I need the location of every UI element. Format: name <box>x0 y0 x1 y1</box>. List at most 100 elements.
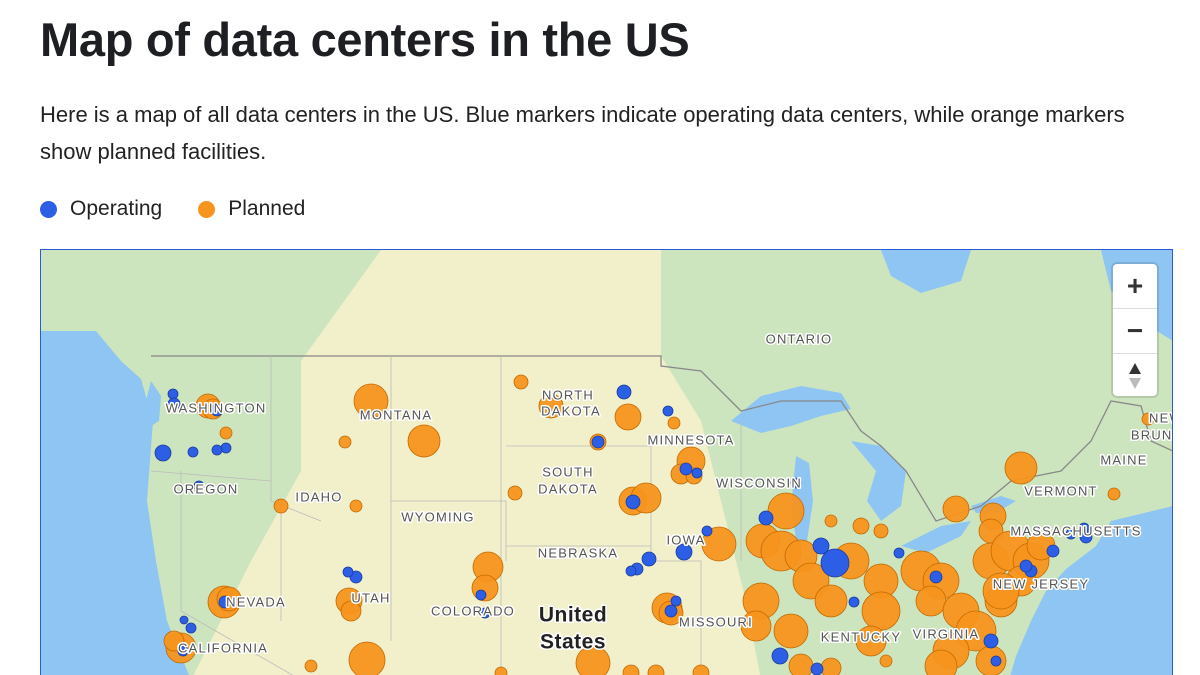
operating-marker[interactable] <box>167 388 179 400</box>
operating-marker[interactable] <box>210 403 224 417</box>
page-title: Map of data centers in the US <box>40 13 690 66</box>
planned-marker[interactable] <box>513 374 529 390</box>
planned-marker[interactable] <box>340 600 362 622</box>
planned-marker[interactable] <box>219 426 233 440</box>
map-label: DAKOTA <box>538 481 598 496</box>
planned-marker[interactable] <box>820 657 842 675</box>
planned-marker[interactable] <box>1141 412 1155 426</box>
planned-marker[interactable] <box>982 572 1020 610</box>
planned-marker[interactable] <box>824 514 838 528</box>
planned-marker[interactable] <box>353 383 389 419</box>
map-label: MINNESOTA <box>647 432 734 447</box>
planned-marker[interactable] <box>273 498 289 514</box>
legend-label: Operating <box>70 197 163 220</box>
planned-marker[interactable] <box>507 485 523 501</box>
planned-marker[interactable] <box>773 613 809 649</box>
operating-marker[interactable] <box>1019 559 1033 573</box>
operating-marker[interactable] <box>771 647 789 665</box>
planned-marker[interactable] <box>407 424 441 458</box>
zoom-out-button[interactable]: − <box>1113 309 1157 354</box>
operating-marker[interactable] <box>193 480 205 492</box>
operating-marker[interactable] <box>893 547 905 559</box>
operating-marker[interactable] <box>625 565 637 577</box>
operating-marker[interactable] <box>758 510 774 526</box>
operating-marker[interactable] <box>679 462 693 476</box>
operating-marker[interactable] <box>1079 530 1093 544</box>
operating-marker[interactable] <box>218 595 232 609</box>
planned-marker[interactable] <box>349 499 363 513</box>
operating-marker[interactable] <box>177 645 189 657</box>
legend-item: Planned <box>198 197 305 221</box>
hudson-bay <box>881 250 971 293</box>
planned-marker[interactable] <box>494 666 508 675</box>
operating-marker[interactable] <box>211 444 223 456</box>
border <box>151 355 1172 522</box>
planned-marker[interactable] <box>1107 487 1121 501</box>
planned-marker[interactable] <box>701 526 737 562</box>
operating-marker[interactable] <box>179 615 189 625</box>
planned-marker[interactable] <box>861 591 901 631</box>
planned-marker[interactable] <box>873 523 889 539</box>
planned-marker[interactable] <box>338 435 352 449</box>
operating-marker[interactable] <box>187 446 199 458</box>
planned-marker[interactable] <box>622 664 640 675</box>
operating-marker[interactable] <box>810 662 824 675</box>
planned-marker[interactable] <box>538 393 564 419</box>
pacific-ocean <box>41 331 189 675</box>
operating-marker[interactable] <box>664 604 678 618</box>
planned-marker[interactable] <box>647 664 665 675</box>
planned-marker[interactable] <box>924 649 958 675</box>
planned-marker[interactable] <box>852 517 870 535</box>
planned-marker[interactable] <box>667 416 681 430</box>
operating-marker[interactable] <box>691 467 703 479</box>
operating-marker[interactable] <box>848 596 860 608</box>
planned-marker[interactable] <box>1004 451 1038 485</box>
operating-marker[interactable] <box>701 525 713 537</box>
map-label: IOWA <box>667 532 706 547</box>
map-label: NORTH <box>542 387 594 402</box>
operating-marker[interactable] <box>820 548 850 578</box>
operating-marker[interactable] <box>1065 528 1077 540</box>
planned-marker[interactable] <box>915 585 947 617</box>
planned-marker[interactable] <box>348 641 386 675</box>
operating-marker[interactable] <box>475 589 487 601</box>
planned-marker[interactable] <box>614 403 642 431</box>
planned-marker[interactable] <box>575 645 611 675</box>
planned-marker[interactable] <box>304 659 318 673</box>
planned-marker[interactable] <box>788 653 814 675</box>
planned-marker[interactable] <box>855 625 887 657</box>
planned-marker[interactable] <box>942 495 970 523</box>
operating-marker[interactable] <box>670 595 682 607</box>
atlantic-ocean <box>1010 506 1172 675</box>
operating-marker[interactable] <box>342 566 354 578</box>
operating-marker[interactable] <box>167 397 181 411</box>
planned-marker[interactable] <box>163 630 185 652</box>
compass-button[interactable] <box>1113 354 1157 398</box>
planned-marker[interactable] <box>740 610 772 642</box>
planned-marker[interactable] <box>814 584 848 618</box>
operating-marker[interactable] <box>154 444 172 462</box>
labels: ONTARIO NORTH DAKOTA MINNESOTA SOUTH DAK… <box>164 330 1172 657</box>
planned-marker[interactable] <box>879 654 893 668</box>
operating-marker[interactable] <box>591 435 605 449</box>
operating-marker[interactable] <box>479 607 491 619</box>
operating-marker[interactable] <box>790 477 802 489</box>
map-label: WISCONSIN <box>716 475 802 490</box>
operating-marker[interactable] <box>220 442 232 454</box>
operating-marker[interactable] <box>185 622 197 634</box>
lake-huron <box>851 441 906 521</box>
map[interactable]: ONTARIO NORTH DAKOTA MINNESOTA SOUTH DAK… <box>40 249 1173 675</box>
operating-marker[interactable] <box>616 384 632 400</box>
operating-marker[interactable] <box>983 633 999 649</box>
operating-marker[interactable] <box>990 655 1002 667</box>
planned-marker[interactable] <box>692 664 710 675</box>
operating-marker[interactable] <box>1046 544 1060 558</box>
operating-marker[interactable] <box>662 405 674 417</box>
operating-marker[interactable] <box>929 570 943 584</box>
operating-marker[interactable] <box>812 537 830 555</box>
planned-marker[interactable] <box>767 492 805 530</box>
operating-marker[interactable] <box>625 494 641 510</box>
operating-marker[interactable] <box>641 551 657 567</box>
zoom-in-button[interactable]: + <box>1113 264 1157 309</box>
operating-marker[interactable] <box>675 543 693 561</box>
